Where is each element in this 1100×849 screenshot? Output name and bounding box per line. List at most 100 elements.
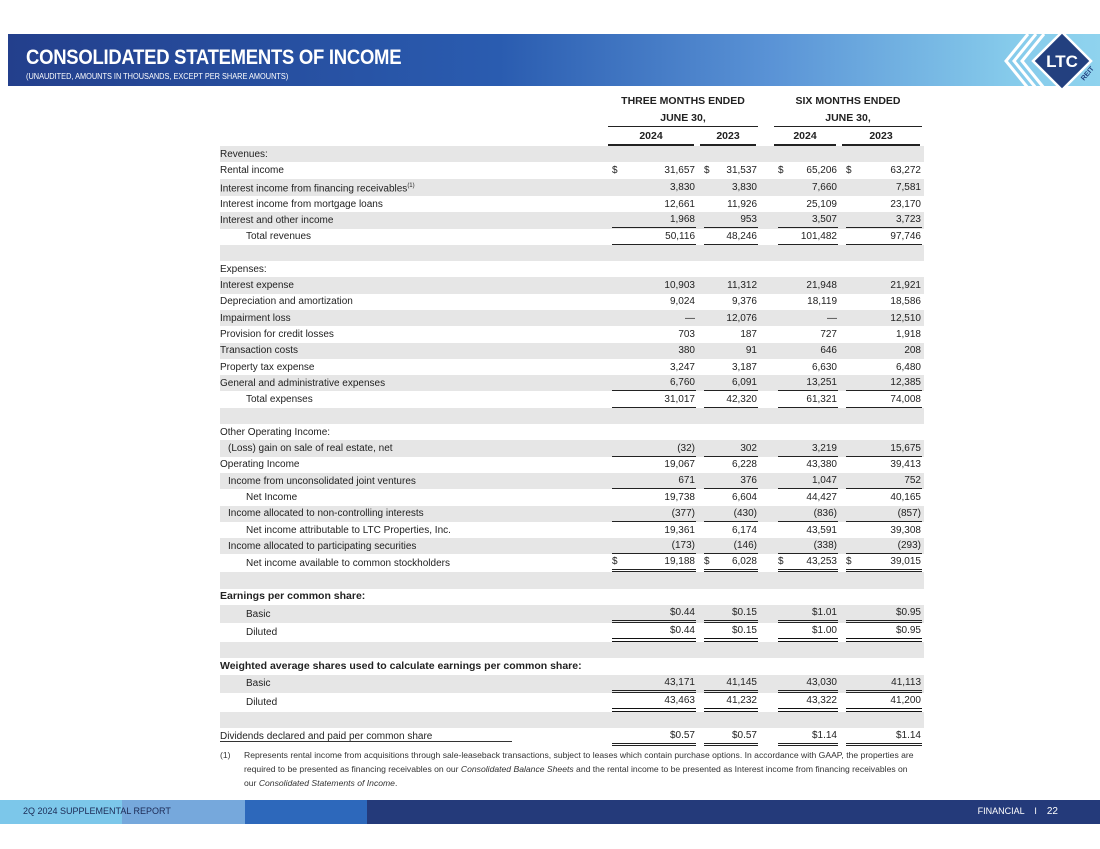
value: 752: [904, 475, 921, 487]
value-cell: $6,028: [698, 554, 760, 573]
footnote-italic: Consolidated Balance Sheets: [460, 764, 574, 774]
value-cell: $1.14: [772, 728, 840, 746]
value-cell: 6,760: [606, 375, 698, 392]
value: (430): [733, 507, 757, 519]
value: 61,321: [806, 393, 837, 405]
row-label-text: Dividends declared and paid per common s…: [220, 731, 433, 743]
value-cell: 43,322: [772, 693, 840, 712]
table-row: Other Operating Income:: [220, 424, 924, 440]
column-gap: [760, 162, 772, 178]
value-cell: 752: [840, 472, 924, 490]
table-row: General and administrative expenses 6,760…: [220, 375, 924, 392]
value: 1,047: [811, 475, 837, 487]
value: 23,170: [890, 198, 921, 210]
table-row: Income allocated to participating securi…: [220, 538, 924, 555]
value: $0.57: [731, 729, 757, 741]
value: 6,760: [669, 377, 695, 389]
table-row: Total expenses 31,017 42,320 61,321 74,008: [220, 391, 924, 408]
column-gap: [760, 407, 772, 425]
value-cell: 1,968: [606, 212, 698, 229]
value-cell: 101,482: [772, 229, 840, 245]
value-cell: —: [772, 310, 840, 327]
footnote-marker: (1): [220, 750, 231, 760]
value: 25,109: [806, 198, 837, 210]
value: 6,174: [731, 524, 757, 536]
value-cell: 7,660: [772, 178, 840, 196]
value-cell: 61,321: [772, 391, 840, 408]
row-label: Weighted average shares used to calculat…: [220, 658, 606, 674]
value: —: [827, 312, 837, 324]
value-cell: 19,738: [606, 489, 698, 505]
row-label: General and administrative expenses: [220, 375, 606, 392]
value-cell: 302: [698, 440, 760, 457]
value: 302: [740, 442, 757, 454]
table-row: Interest and other income 1,968 953 3,507 3,…: [220, 212, 924, 229]
value: 63,272: [890, 164, 921, 176]
value: 703: [678, 328, 695, 340]
table-row: Interest expense 10,903 11,312 21,948 21,921: [220, 277, 924, 294]
row-label-text: Rental income: [220, 164, 284, 176]
table-row: Weighted average shares used to calculat…: [220, 658, 924, 674]
row-label: Impairment loss: [220, 310, 606, 327]
value: 31,017: [664, 393, 695, 405]
value: 671: [678, 475, 695, 487]
row-label-text: Total expenses: [246, 394, 313, 406]
value: 6,091: [731, 377, 757, 389]
value: 15,675: [890, 442, 921, 454]
table-row: [220, 244, 924, 262]
value-cell: 380: [606, 342, 698, 359]
value-cell: (338): [772, 538, 840, 555]
value-cell: 43,463: [606, 693, 698, 712]
value-cell: 44,427: [772, 489, 840, 505]
year-label: 2023: [700, 129, 756, 146]
table-row: Dividends declared and paid per common s…: [220, 728, 924, 746]
value-cell: [772, 642, 840, 659]
value: 44,427: [806, 491, 837, 503]
value: 41,200: [890, 694, 921, 706]
column-gap: [760, 244, 772, 262]
table-row: Impairment loss — 12,076 — 12,510: [220, 310, 924, 327]
value-cell: $1.14: [840, 728, 924, 746]
column-gap: [760, 642, 772, 659]
value-cell: [772, 424, 840, 440]
row-label-text: Earnings per common share:: [220, 590, 366, 603]
logo-text: LTC: [1046, 52, 1078, 71]
table-row: [220, 407, 924, 425]
value-cell: 43,380: [772, 457, 840, 473]
value-cell: [840, 572, 924, 589]
income-statement-table: THREE MONTHS ENDED SIX MONTHS ENDED JUNE…: [220, 92, 924, 746]
row-label: [220, 407, 606, 425]
currency-symbol: $: [778, 164, 784, 176]
value-cell: $0.44: [606, 623, 698, 643]
column-gap: [760, 326, 772, 342]
value-cell: [606, 407, 698, 425]
value-cell: 9,376: [698, 294, 760, 310]
value-cell: [606, 658, 698, 674]
value: 43,463: [664, 694, 695, 706]
value: 6,604: [731, 491, 757, 503]
row-label-text: Weighted average shares used to calculat…: [220, 659, 582, 672]
value: 41,145: [726, 676, 757, 688]
value-cell: (430): [698, 505, 760, 522]
value-cell: 12,510: [840, 310, 924, 327]
value-cell: 21,948: [772, 277, 840, 294]
footnote-text: Represents rental income from acquisitio…: [244, 748, 920, 790]
separator: I: [1034, 806, 1037, 816]
row-label: Interest expense: [220, 277, 606, 294]
table-row: Net income available to common stockhold…: [220, 554, 924, 573]
value-cell: 1,047: [772, 472, 840, 490]
value-cell: $0.15: [698, 623, 760, 643]
value-cell: [606, 424, 698, 440]
table-row: Income from unconsolidated joint venture…: [220, 472, 924, 490]
row-label-text: Other Operating Income:: [220, 426, 331, 438]
row-label-text: Basic: [246, 678, 271, 690]
value: 6,480: [895, 361, 921, 373]
column-gap: [760, 359, 772, 375]
value-cell: [772, 711, 840, 728]
value-cell: 91: [698, 342, 760, 359]
row-label: (Loss) gain on sale of real estate, net: [220, 440, 606, 457]
value-cell: [698, 658, 760, 674]
value: $0.57: [669, 729, 695, 741]
value: 12,510: [890, 312, 921, 324]
